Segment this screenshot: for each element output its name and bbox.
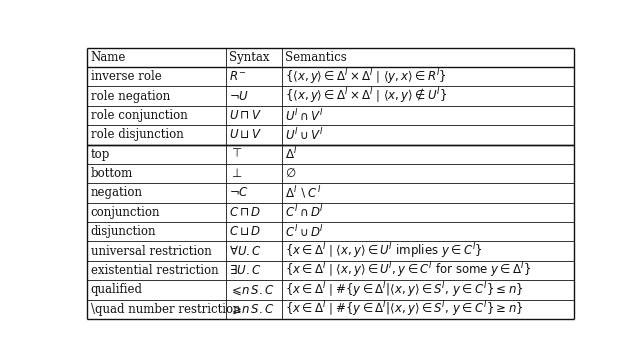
Text: bottom: bottom [91, 167, 133, 180]
Text: role negation: role negation [91, 90, 170, 103]
Text: Name: Name [91, 51, 126, 64]
Text: negation: negation [91, 187, 143, 200]
Text: $U \sqcap V$: $U \sqcap V$ [229, 109, 262, 122]
Text: existential restriction: existential restriction [91, 264, 218, 277]
Text: $\{x \in \Delta^I \mid \langle x, y\rangle \in U^I \text{ implies } y \in C^I\}$: $\{x \in \Delta^I \mid \langle x, y\rang… [285, 241, 483, 261]
Text: $\bot$: $\bot$ [229, 167, 243, 180]
Text: $C^I \cup D^I$: $C^I \cup D^I$ [285, 224, 324, 240]
Text: $C^I \cap D^I$: $C^I \cap D^I$ [285, 204, 324, 221]
Text: $C \sqcap D$: $C \sqcap D$ [229, 206, 262, 219]
Text: $\forall U.C$: $\forall U.C$ [229, 244, 262, 258]
Text: qualified: qualified [91, 284, 143, 296]
Text: Syntax: Syntax [229, 51, 270, 64]
Text: $\{\langle x, y\rangle \in \Delta^I \times \Delta^I \mid \langle y, x\rangle \in: $\{\langle x, y\rangle \in \Delta^I \tim… [285, 67, 447, 87]
Text: $\{x \in \Delta^I \mid \#\{y{\in}\Delta^I|\langle x,y\rangle{\in}S^I,\, y{\in}C^: $\{x \in \Delta^I \mid \#\{y{\in}\Delta^… [285, 280, 524, 299]
Text: $\top$: $\top$ [229, 148, 243, 161]
Text: $\emptyset$: $\emptyset$ [285, 167, 296, 180]
Text: Semantics: Semantics [285, 51, 347, 64]
Text: $\Delta^I \setminus C^I$: $\Delta^I \setminus C^I$ [285, 184, 321, 201]
Text: $\exists U.C$: $\exists U.C$ [229, 264, 262, 277]
Text: inverse role: inverse role [91, 70, 161, 83]
Text: $\{x \in \Delta^I \mid \langle x, y\rangle \in U^I, y \in C^I \text{ for some } : $\{x \in \Delta^I \mid \langle x, y\rang… [285, 261, 532, 280]
Text: $U \sqcup V$: $U \sqcup V$ [229, 129, 262, 142]
Text: $\neg U$: $\neg U$ [229, 90, 250, 103]
Text: disjunction: disjunction [91, 225, 156, 238]
Text: conjunction: conjunction [91, 206, 161, 219]
Text: top: top [91, 148, 110, 161]
Text: $R^{-}$: $R^{-}$ [229, 70, 246, 83]
Text: role conjunction: role conjunction [91, 109, 188, 122]
Text: universal restriction: universal restriction [91, 245, 212, 258]
Text: $\neg C$: $\neg C$ [229, 187, 250, 200]
Text: $\leqslant\! n\, S.C$: $\leqslant\! n\, S.C$ [229, 283, 275, 297]
Text: role disjunction: role disjunction [91, 129, 184, 142]
Text: $\{\langle x, y\rangle \in \Delta^I \times \Delta^I \mid \langle x, y\rangle \no: $\{\langle x, y\rangle \in \Delta^I \tim… [285, 86, 447, 106]
Text: \quad number restriction: \quad number restriction [91, 303, 241, 316]
Text: $U^I \cup V^I$: $U^I \cup V^I$ [285, 127, 324, 143]
Text: $U^I \cap V^I$: $U^I \cap V^I$ [285, 107, 324, 124]
Text: $\Delta^I$: $\Delta^I$ [285, 146, 298, 163]
Text: $\{x \in \Delta^I \mid \#\{y{\in}\Delta^I|\langle x,y\rangle{\in}S^I,\, y{\in}C^: $\{x \in \Delta^I \mid \#\{y{\in}\Delta^… [285, 299, 524, 319]
Text: $\geqslant\! n\, S.C$: $\geqslant\! n\, S.C$ [229, 302, 275, 316]
Text: $C \sqcup D$: $C \sqcup D$ [229, 225, 262, 238]
